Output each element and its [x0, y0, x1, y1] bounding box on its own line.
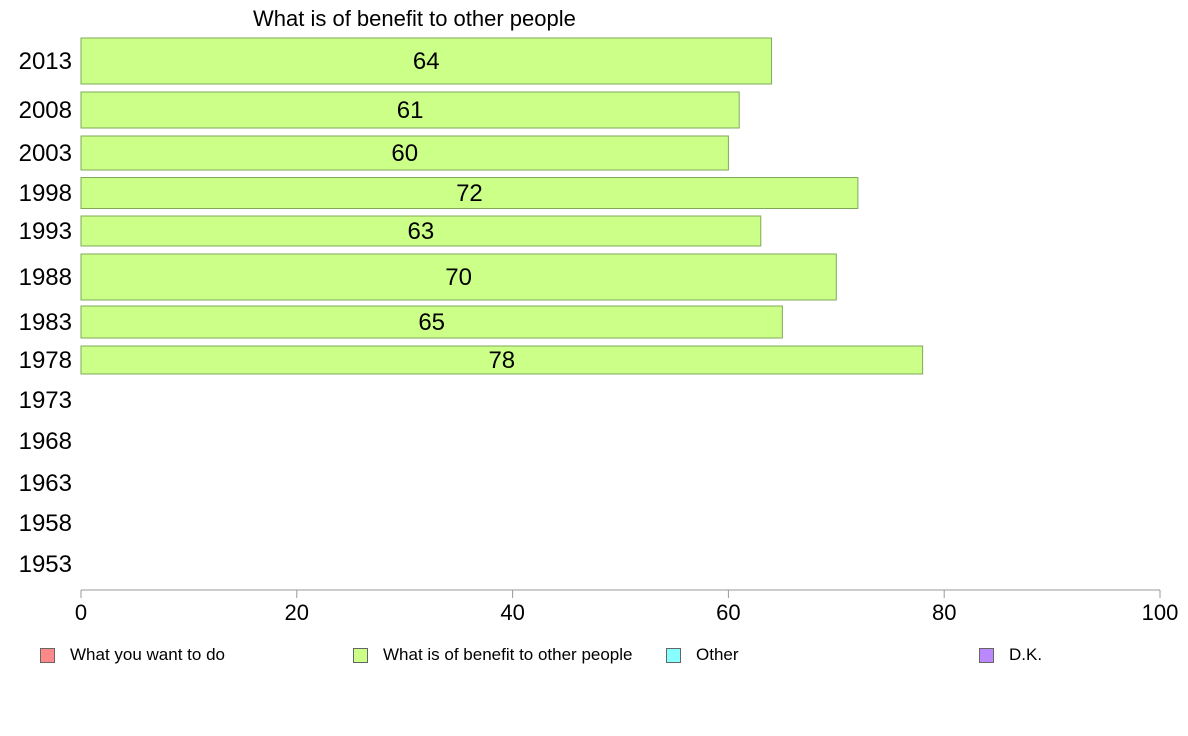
data-label-1983: 65 — [418, 309, 445, 336]
x-tick-label-60: 60 — [716, 600, 740, 625]
category-label-1968: 1968 — [19, 428, 72, 455]
x-tick-label-20: 20 — [285, 600, 309, 625]
chart-legend: What you want to do What is of benefit t… — [0, 645, 1188, 669]
bar-2013 — [80, 37, 773, 85]
legend-label-benefit-to-others: What is of benefit to other people — [383, 645, 633, 664]
category-label-1993: 1993 — [19, 218, 72, 245]
bar-2003 — [80, 135, 729, 171]
x-tick-label-80: 80 — [932, 600, 956, 625]
legend-item-dk: D.K. — [979, 645, 1042, 665]
data-label-1988: 70 — [445, 264, 472, 291]
legend-swatch-dk — [979, 647, 994, 663]
legend-label-what-you-want-to-do: What you want to do — [70, 645, 225, 664]
data-label-2003: 60 — [391, 140, 418, 167]
bar-1998 — [80, 177, 859, 209]
category-label-1958: 1958 — [19, 510, 72, 537]
legend-swatch-what-you-want-to-do — [40, 647, 55, 663]
data-label-1998: 72 — [456, 180, 483, 207]
legend-label-other: Other — [696, 645, 739, 664]
category-label-1973: 1973 — [19, 387, 72, 414]
category-label-1988: 1988 — [19, 264, 72, 291]
legend-item-what-you-want-to-do: What you want to do — [40, 645, 225, 665]
category-label-2008: 2008 — [19, 97, 72, 124]
data-label-1993: 63 — [408, 218, 435, 245]
chart-title: What is of benefit to other people — [253, 6, 576, 31]
category-label-2013: 2013 — [19, 48, 72, 75]
data-label-2013: 64 — [413, 48, 440, 75]
bar-chart: 2013 2008 2003 1998 1993 1988 1983 1978 1973 1968… — [19, 37, 1179, 625]
category-label-1998: 1998 — [19, 180, 72, 207]
legend-swatch-benefit-to-others — [353, 647, 368, 663]
legend-item-other: Other — [666, 645, 739, 665]
legend-item-benefit-to-others: What is of benefit to other people — [353, 645, 633, 665]
bar-1983 — [80, 305, 783, 339]
bar-1988 — [80, 253, 837, 301]
x-tick-label-0: 0 — [75, 600, 87, 625]
bar-1993 — [80, 215, 762, 247]
category-label-1963: 1963 — [19, 470, 72, 497]
category-label-1978: 1978 — [19, 347, 72, 374]
category-label-1953: 1953 — [19, 551, 72, 578]
x-tick-label-100: 100 — [1142, 600, 1179, 625]
x-tick-label-40: 40 — [500, 600, 524, 625]
data-label-2008: 61 — [397, 97, 424, 124]
bar-2008 — [80, 91, 740, 129]
bar-1978 — [80, 345, 924, 375]
category-label-1983: 1983 — [19, 309, 72, 336]
legend-label-dk: D.K. — [1009, 645, 1043, 664]
legend-swatch-other — [666, 647, 681, 663]
category-label-2003: 2003 — [19, 140, 72, 167]
data-label-1978: 78 — [488, 347, 515, 374]
